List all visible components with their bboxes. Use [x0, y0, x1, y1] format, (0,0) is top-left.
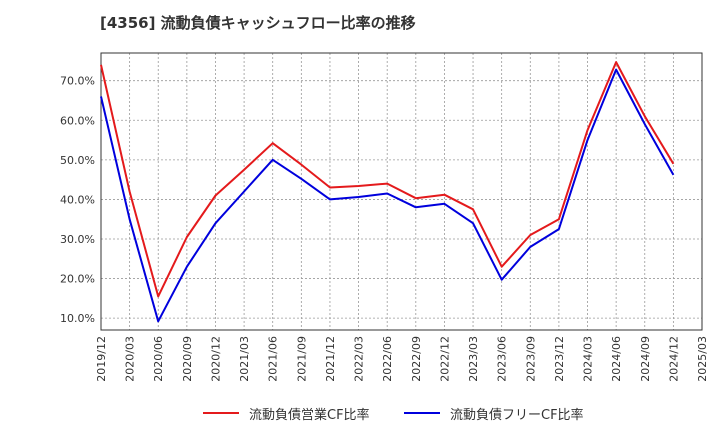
- plot-border: [100, 52, 703, 331]
- x-tick-label: 2020/06: [152, 336, 165, 382]
- x-tick-label: 2023/06: [496, 336, 509, 382]
- y-axis-ticks: 10.0% 20.0% 30.0% 40.0% 50.0% 60.0% 70.0%: [60, 75, 95, 325]
- x-tick-label: 2021/06: [267, 336, 280, 382]
- line-chart: 10.0% 20.0% 30.0% 40.0% 50.0% 60.0% 70.0% 2019…: [60, 52, 709, 382]
- x-tick-label: 2024/06: [610, 336, 623, 382]
- x-tick-label: 2020/03: [124, 336, 137, 382]
- y-tick-label: 50.0%: [60, 154, 95, 167]
- legend-label-operating-cf: 流動負債営業CF比率: [249, 407, 370, 423]
- x-tick-label: 2024/09: [639, 336, 652, 382]
- y-tick-label: 30.0%: [60, 233, 95, 246]
- x-tick-label: 2023/03: [467, 336, 480, 382]
- y-tick-label: 60.0%: [60, 114, 95, 127]
- legend-label-free-cf: 流動負債フリーCF比率: [450, 407, 584, 423]
- x-tick-label: 2025/03: [696, 336, 709, 382]
- x-tick-label: 2022/12: [438, 336, 451, 382]
- legend-swatch-free-cf: [404, 412, 440, 414]
- y-tick-label: 20.0%: [60, 273, 95, 286]
- series-lines: [100, 61, 675, 323]
- x-tick-label: 2021/09: [295, 336, 308, 382]
- x-tick-label: 2023/09: [524, 336, 537, 382]
- x-tick-label: 2024/03: [582, 336, 595, 382]
- y-tick-label: 70.0%: [60, 75, 95, 88]
- y-tick-label: 40.0%: [60, 193, 95, 206]
- x-tick-label: 2022/09: [410, 336, 423, 382]
- chart-title: [4356] 流動負債キャッシュフロー比率の推移: [100, 14, 416, 32]
- x-tick-label: 2022/03: [353, 336, 366, 382]
- y-tick-label: 10.0%: [60, 312, 95, 325]
- series-line-1: [100, 68, 675, 323]
- legend-item-free-cf: 流動負債フリーCF比率: [404, 398, 584, 428]
- x-tick-label: 2023/12: [553, 336, 566, 382]
- x-tick-label: 2020/09: [181, 336, 194, 382]
- plot-frame: [100, 52, 703, 331]
- x-tick-label: 2021/03: [238, 336, 251, 382]
- legend-swatch-operating-cf: [203, 412, 239, 414]
- x-tick-label: 2024/12: [667, 336, 680, 382]
- x-tick-label: 2020/12: [209, 336, 222, 382]
- legend-item-operating-cf: 流動負債営業CF比率: [203, 398, 370, 428]
- x-tick-label: 2019/12: [95, 336, 108, 382]
- legend: 流動負債営業CF比率 流動負債フリーCF比率: [0, 398, 720, 428]
- series-line-0: [100, 61, 675, 298]
- x-axis-ticks: 2019/12 2020/03 2020/06 2020/09 2020/12 2021/…: [95, 336, 709, 382]
- x-tick-label: 2022/06: [381, 336, 394, 382]
- x-tick-label: 2021/12: [324, 336, 337, 382]
